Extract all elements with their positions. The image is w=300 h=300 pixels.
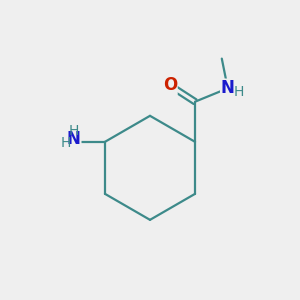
Text: O: O	[163, 76, 177, 94]
Text: N: N	[67, 130, 81, 148]
Text: N: N	[221, 79, 235, 97]
Text: H: H	[69, 124, 79, 137]
Text: H: H	[61, 136, 71, 150]
Text: H: H	[234, 85, 244, 99]
